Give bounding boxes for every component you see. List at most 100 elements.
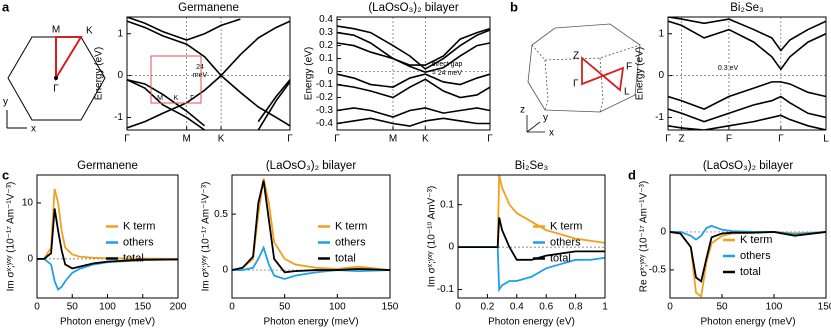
x-tick-label: 150 [818, 302, 831, 313]
chart-title: Germanene [178, 2, 239, 14]
path-triangle [55, 36, 83, 82]
panel-label: a [2, 0, 10, 14]
annotation: direct gap [432, 61, 463, 68]
y-tick-label: -1 [655, 112, 664, 123]
point-label: Γ [53, 84, 59, 95]
legend-label: K term [335, 220, 367, 232]
chart: (LaOsO₃)₂ bilayer 0 50 100 150 -0.5 0 Photon en… [639, 160, 831, 328]
legend-label: others [335, 236, 366, 248]
x-tick-label: 100 [99, 302, 116, 313]
x-tick-label: 0.2 [480, 302, 494, 313]
annotation: ≈ 24 meV [432, 70, 462, 77]
y-tick-label: 0.1 [319, 53, 333, 64]
legend-label: others [740, 250, 771, 262]
legend-label: K term [550, 220, 582, 232]
chart: (LaOsO₃)₂ bilayer 0 50 100 150 0 0.5 Photon ene… [201, 160, 399, 328]
x-tick-label: 0 [229, 302, 235, 313]
x-tick-label: 50 [716, 302, 728, 313]
series-line [670, 231, 826, 283]
y-tick-label: 0.3 [319, 27, 333, 38]
x-tick-label: 0 [34, 302, 40, 313]
y-axis-label: Re σˣ;ʸˣʸ (10⁻¹⁷ Am⁻¹V⁻³) [639, 181, 650, 292]
band [668, 17, 826, 52]
y-tick-label: 0 [660, 227, 666, 238]
band [127, 74, 290, 129]
y-tick-label: -1 [114, 112, 123, 123]
bz-outline [527, 23, 641, 113]
y-tick-label: -0.5 [649, 265, 667, 276]
y-tick-label: 0.2 [319, 40, 333, 51]
legend-label: total [335, 252, 356, 264]
band [337, 42, 490, 74]
y-tick-label: -0.1 [316, 79, 334, 90]
chart-title: (LaOsO₃)₂ bilayer [266, 160, 356, 172]
point-label: Z [573, 51, 579, 62]
plot-frame [231, 174, 391, 299]
y-axis-label: Energy (eV) [94, 47, 105, 100]
x-tick-label: Z [678, 134, 684, 145]
hexagon-diagram: M K Γ y x [3, 25, 106, 135]
y-tick-label: 0.4 [319, 14, 333, 25]
x-tick-label: L [823, 134, 829, 145]
x-tick-label: K [218, 134, 225, 145]
x-tick-label: Γ [665, 134, 671, 145]
x-axis-label: Photon energy (meV) [700, 317, 795, 328]
chart-title: Bi₂Se₃ [730, 2, 764, 14]
x-tick-label: 100 [766, 302, 783, 313]
y-tick-label: -0.3 [316, 105, 334, 116]
y-tick-label: 0 [222, 265, 228, 276]
annotation: Γ [190, 95, 194, 102]
x-tick-label: 150 [382, 302, 399, 313]
series-line [232, 180, 390, 274]
x-tick-label: K [422, 134, 429, 145]
band [668, 114, 826, 130]
band [127, 79, 290, 130]
point-label: L [624, 87, 630, 98]
y-tick-label: 1 [658, 28, 664, 39]
band [127, 79, 290, 130]
y-tick-label: -0.4 [316, 118, 334, 129]
bz-edge [599, 57, 604, 113]
x-tick-label: 200 [170, 302, 187, 313]
axis-label: z [520, 105, 525, 116]
point-label: M [52, 25, 60, 36]
y-tick-label: -0.1 [437, 284, 455, 295]
y-tick-label: 0 [27, 254, 33, 265]
point-label: F [626, 62, 632, 73]
plot-frame [667, 16, 827, 131]
bz-edge [531, 44, 641, 61]
x-tick-label: 50 [279, 302, 291, 313]
y-tick-label: 0.1 [440, 199, 454, 210]
legend-label: total [740, 266, 761, 278]
legend-label: total [123, 252, 144, 264]
legend-label: others [550, 236, 581, 248]
series-line [458, 175, 605, 248]
annotation: 0.3 eV [718, 65, 739, 72]
band [127, 17, 241, 41]
y-axis-label: Im σˣ;ʸˣʸ (10⁻¹⁷ Am⁻¹V⁻³) [6, 182, 17, 292]
y-axis-label: Energy (eV) [635, 47, 646, 100]
chart-title: Bi₂Se₃ [515, 160, 549, 172]
x-tick-label: 0 [667, 302, 673, 313]
x-axis-label: Photon energy (meV) [263, 317, 358, 328]
band [127, 20, 290, 77]
series-line [37, 208, 178, 270]
inset-frame [150, 55, 202, 104]
band [668, 95, 826, 123]
band [337, 78, 490, 99]
x-tick-label: 150 [134, 302, 151, 313]
x-tick-label: Γ [334, 134, 340, 145]
y-tick-label: 0 [448, 242, 454, 253]
x-tick-label: 0.6 [539, 302, 553, 313]
legend-label: others [123, 236, 154, 248]
x-tick-label: Γ [487, 134, 493, 145]
axis-label: y [3, 97, 8, 108]
y-tick-label: 0.5 [214, 209, 228, 220]
band [337, 25, 490, 70]
panel-label: b [510, 0, 518, 14]
